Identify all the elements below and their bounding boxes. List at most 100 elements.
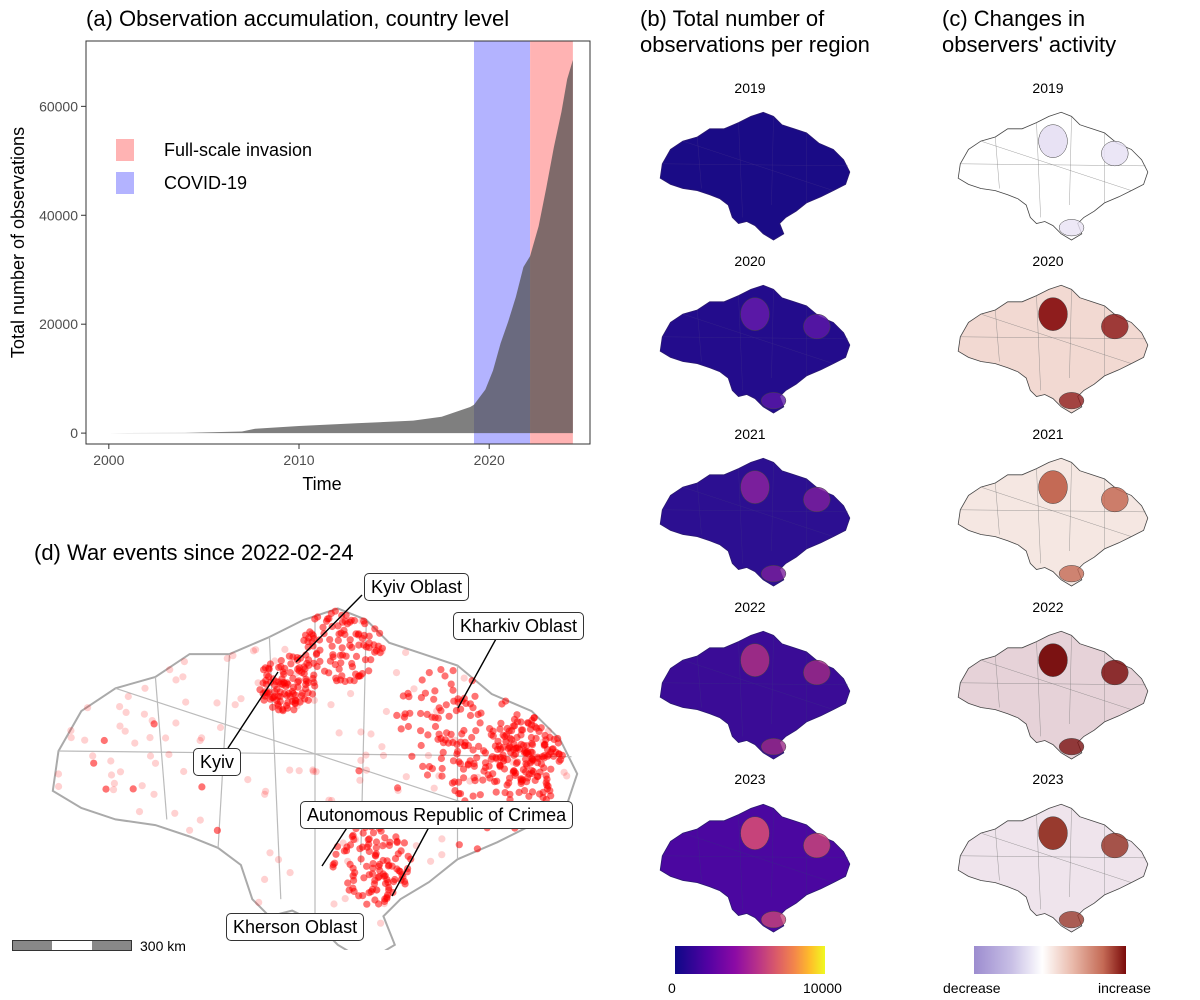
war-event-point <box>372 844 380 852</box>
war-event-point <box>131 739 139 747</box>
war-event-point <box>379 751 388 760</box>
war-event-point <box>326 657 334 665</box>
war-event-point <box>261 875 269 883</box>
war-event-point <box>393 711 401 719</box>
panel-d-title: (d) War events since 2022-02-24 <box>34 540 354 565</box>
war-event-point <box>376 867 384 875</box>
c-highlight-region-crimea <box>1058 738 1085 756</box>
war-event-point <box>363 862 371 870</box>
war-event-point <box>438 835 446 843</box>
war-event-point <box>357 728 365 736</box>
war-event-point <box>67 727 75 735</box>
war-event-point <box>322 617 331 625</box>
war-event-point <box>438 851 446 859</box>
war-event-point <box>346 860 354 868</box>
war-event-point <box>460 774 468 782</box>
war-event-point <box>356 776 364 784</box>
war-event-point <box>369 860 377 868</box>
war-event-point <box>493 777 501 785</box>
war-event-point <box>339 651 347 659</box>
war-event-point <box>496 725 504 733</box>
war-event-point <box>67 734 75 742</box>
war-event-point <box>360 631 368 639</box>
war-event-point <box>453 750 461 758</box>
x-tick-label: 2010 <box>283 452 314 468</box>
war-event-point <box>362 751 370 759</box>
war-event-point <box>344 879 352 887</box>
war-event-point <box>563 772 571 780</box>
b-region-border <box>771 289 774 379</box>
war-event-point <box>346 618 354 626</box>
war-event-point <box>150 720 158 728</box>
war-event-point <box>286 669 294 677</box>
war-event-point <box>198 734 206 742</box>
war-event-point <box>180 658 188 666</box>
legend-covid-label: COVID-19 <box>164 173 247 193</box>
war-event-point <box>528 748 536 756</box>
b-country-shape <box>659 630 851 760</box>
war-event-point <box>55 782 63 791</box>
panel-c-year-label: 2023 <box>1032 771 1064 787</box>
panel-c-year-label: 2022 <box>1032 599 1064 615</box>
war-event-point <box>499 754 507 762</box>
c-highlight-region-crimea <box>1058 219 1085 237</box>
war-event-point <box>124 692 132 701</box>
war-event-point <box>166 666 174 674</box>
b-country-shape <box>659 111 851 241</box>
panel-c-year-label: 2019 <box>1032 80 1064 96</box>
b-region-border <box>682 486 834 537</box>
c-region-border <box>995 483 1000 535</box>
c-region-border <box>1069 635 1072 725</box>
war-event-point <box>347 690 355 698</box>
b-region-border <box>771 116 774 206</box>
b-map-3 <box>659 457 851 587</box>
war-event-point <box>466 711 475 720</box>
war-event-point <box>326 636 334 644</box>
c-map-2 <box>957 284 1149 414</box>
c-region-border <box>980 832 1132 883</box>
b-region-border <box>771 635 774 725</box>
war-event-point <box>449 667 457 675</box>
war-event-point <box>102 785 110 793</box>
war-event-point <box>394 784 402 792</box>
war-event-point <box>361 620 369 628</box>
war-event-point <box>289 674 297 682</box>
war-event-point <box>369 829 378 837</box>
war-event-point <box>81 736 89 744</box>
war-event-point <box>402 773 410 781</box>
war-event-point <box>400 839 408 847</box>
panel-a-chart: 2000 2010 2020 0 20000 40000 60000 Time Total nu… <box>8 40 591 494</box>
war-event-point <box>418 676 426 684</box>
war-event-point <box>427 857 435 865</box>
war-event-point <box>263 671 271 679</box>
war-event-point <box>512 759 521 767</box>
war-event-point <box>261 790 269 798</box>
label-leader-line <box>457 627 503 709</box>
oblast-border <box>154 676 168 820</box>
panel-b-year-label: 2023 <box>734 771 766 787</box>
war-event-point <box>392 669 401 677</box>
war-event-point <box>438 764 446 773</box>
war-event-point <box>312 650 320 658</box>
war-event-point <box>180 767 188 776</box>
war-event-point <box>198 783 206 791</box>
war-event-point <box>543 775 551 783</box>
war-event-point <box>271 681 279 689</box>
war-event-point <box>460 674 468 682</box>
c-highlight-region-kyiv <box>1038 297 1068 331</box>
b-highlight-region-kharkiv <box>803 486 831 513</box>
b-region-border <box>771 462 774 552</box>
war-event-point <box>171 809 179 817</box>
war-event-point <box>359 829 367 837</box>
war-event-point <box>466 700 474 708</box>
c-country-shape <box>957 630 1149 760</box>
war-event-point <box>309 767 317 775</box>
war-event-point <box>315 636 324 644</box>
war-event-point <box>502 697 510 705</box>
war-event-point <box>179 673 187 681</box>
war-event-point <box>216 723 225 732</box>
label-kharkiv-oblast: Kharkiv Oblast <box>453 612 585 640</box>
war-event-point <box>519 726 527 734</box>
war-event-point <box>455 841 463 849</box>
war-event-point <box>560 768 568 776</box>
